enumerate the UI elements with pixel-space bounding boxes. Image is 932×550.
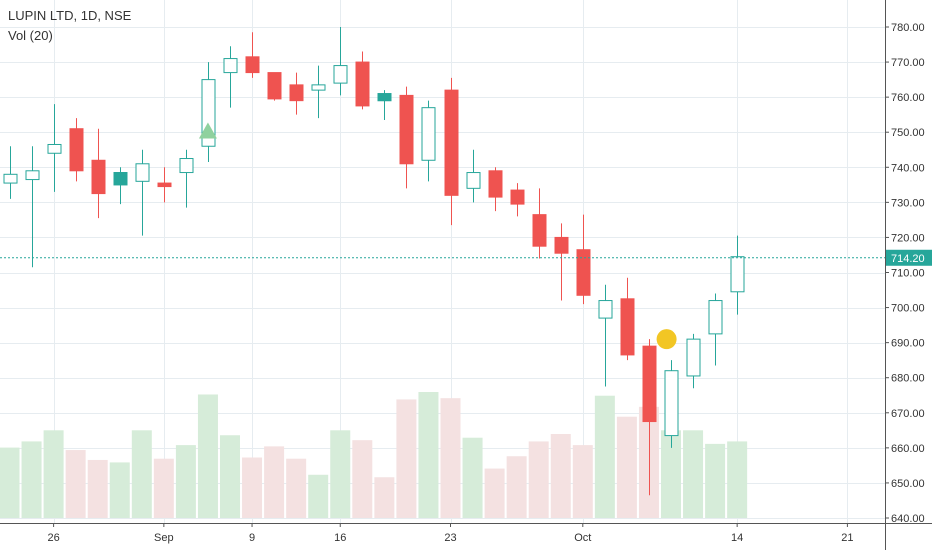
volume-bar <box>396 399 417 518</box>
volume-bar <box>264 446 285 518</box>
time-axis-label: 26 <box>47 532 59 544</box>
price-axis-label: 640.00 <box>891 513 925 525</box>
price-axis-label: 730.00 <box>891 197 925 209</box>
price-axis-label: 690.00 <box>891 338 925 350</box>
candle-body[interactable] <box>598 300 613 319</box>
candle-body[interactable] <box>69 128 84 172</box>
volume-bar <box>175 445 196 518</box>
price-axis-label: 700.00 <box>891 303 925 315</box>
volume-bar <box>683 430 704 518</box>
candle-body[interactable] <box>399 94 414 165</box>
candle-body[interactable] <box>510 189 525 205</box>
volume-bar <box>594 395 615 518</box>
candle-body[interactable] <box>466 172 481 189</box>
volume-bar <box>109 462 130 518</box>
candle-body[interactable] <box>267 72 282 100</box>
volume-bar <box>616 416 637 518</box>
candle-body[interactable] <box>642 345 657 423</box>
time-axis-label: 23 <box>444 532 456 544</box>
candle-body[interactable] <box>444 89 459 196</box>
volume-bar <box>727 441 748 518</box>
time-axis-label: 14 <box>731 532 743 544</box>
candle-body[interactable] <box>135 163 150 182</box>
time-axis-label: Sep <box>154 532 174 544</box>
volume-bar <box>352 440 373 518</box>
chart-legend: LUPIN LTD, 1D, NSE Vol (20) <box>8 6 131 46</box>
signal-dot-icon <box>656 329 677 350</box>
price-axis-label: 740.00 <box>891 162 925 174</box>
price-axis-label: 770.00 <box>891 57 925 69</box>
volume-bar <box>131 430 152 518</box>
price-axis-label: 760.00 <box>891 92 925 104</box>
volume-bar <box>220 435 240 518</box>
volume-bar <box>705 443 726 518</box>
candle-body-filled[interactable] <box>377 93 392 102</box>
candle-body[interactable] <box>47 143 62 154</box>
price-axis-label: 780.00 <box>891 22 925 34</box>
time-axis-label: 21 <box>841 532 853 544</box>
candle-body[interactable] <box>223 58 238 74</box>
price-axis-label: 750.00 <box>891 127 925 139</box>
candle-body[interactable] <box>664 370 679 437</box>
volume-bar <box>528 441 549 518</box>
time-axis-label: 16 <box>334 532 346 544</box>
candle-body[interactable] <box>3 173 18 184</box>
volume-bar <box>418 392 439 518</box>
candle-body[interactable] <box>245 56 260 74</box>
candle-body[interactable] <box>554 236 569 254</box>
volume-indicator-label: Vol (20) <box>8 28 53 43</box>
volume-bar <box>440 398 461 518</box>
volume-bar <box>21 441 42 518</box>
volume-bar <box>506 456 527 518</box>
candle-body[interactable] <box>157 182 172 188</box>
volume-bar <box>286 458 307 518</box>
last-price-label: 714.20 <box>891 253 925 265</box>
price-axis-label: 670.00 <box>891 408 925 420</box>
candle-body[interactable] <box>532 214 547 247</box>
time-axis-label: Oct <box>574 532 591 544</box>
volume-bar <box>462 437 483 518</box>
volume-bar <box>197 394 218 518</box>
time-axis-label: 9 <box>249 532 255 544</box>
volume-bar <box>87 459 108 518</box>
volume-bar <box>153 458 174 518</box>
volume-bar <box>550 434 571 518</box>
volume-bar <box>308 474 329 518</box>
candle-body[interactable] <box>730 256 745 293</box>
candle-body[interactable] <box>333 65 348 84</box>
volume-bar <box>330 430 351 518</box>
candle-body[interactable] <box>620 298 635 356</box>
candle-body[interactable] <box>25 170 40 181</box>
volume-bar <box>43 430 64 518</box>
candle-body[interactable] <box>488 170 503 198</box>
candle-body[interactable] <box>289 84 304 102</box>
volume-bar <box>638 406 659 518</box>
candle-body[interactable] <box>311 84 326 91</box>
volume-bar <box>484 468 505 518</box>
candle-body-filled[interactable] <box>113 172 128 186</box>
price-axis-label: 710.00 <box>891 268 925 280</box>
price-axis-label: 680.00 <box>891 373 925 385</box>
candle-body[interactable] <box>708 300 723 335</box>
volume-bar <box>0 447 20 518</box>
last-price-badge <box>886 249 932 266</box>
candle-body[interactable] <box>686 338 701 377</box>
price-axis-label: 660.00 <box>891 443 925 455</box>
candle-body[interactable] <box>179 158 194 174</box>
candle-body[interactable] <box>421 107 436 161</box>
price-axis-label: 650.00 <box>891 478 925 490</box>
volume-bar <box>661 430 681 518</box>
candle-body[interactable] <box>91 159 106 195</box>
volume-bar <box>572 445 593 518</box>
volume-bar <box>374 477 395 518</box>
volume-bar <box>65 450 86 518</box>
volume-bar <box>242 457 263 518</box>
symbol-title: LUPIN LTD, 1D, NSE <box>8 8 132 23</box>
price-axis-label: 720.00 <box>891 232 925 244</box>
candle-body[interactable] <box>576 249 591 296</box>
candle-body[interactable] <box>355 61 370 107</box>
buy-signal-triangle-icon <box>198 122 217 139</box>
